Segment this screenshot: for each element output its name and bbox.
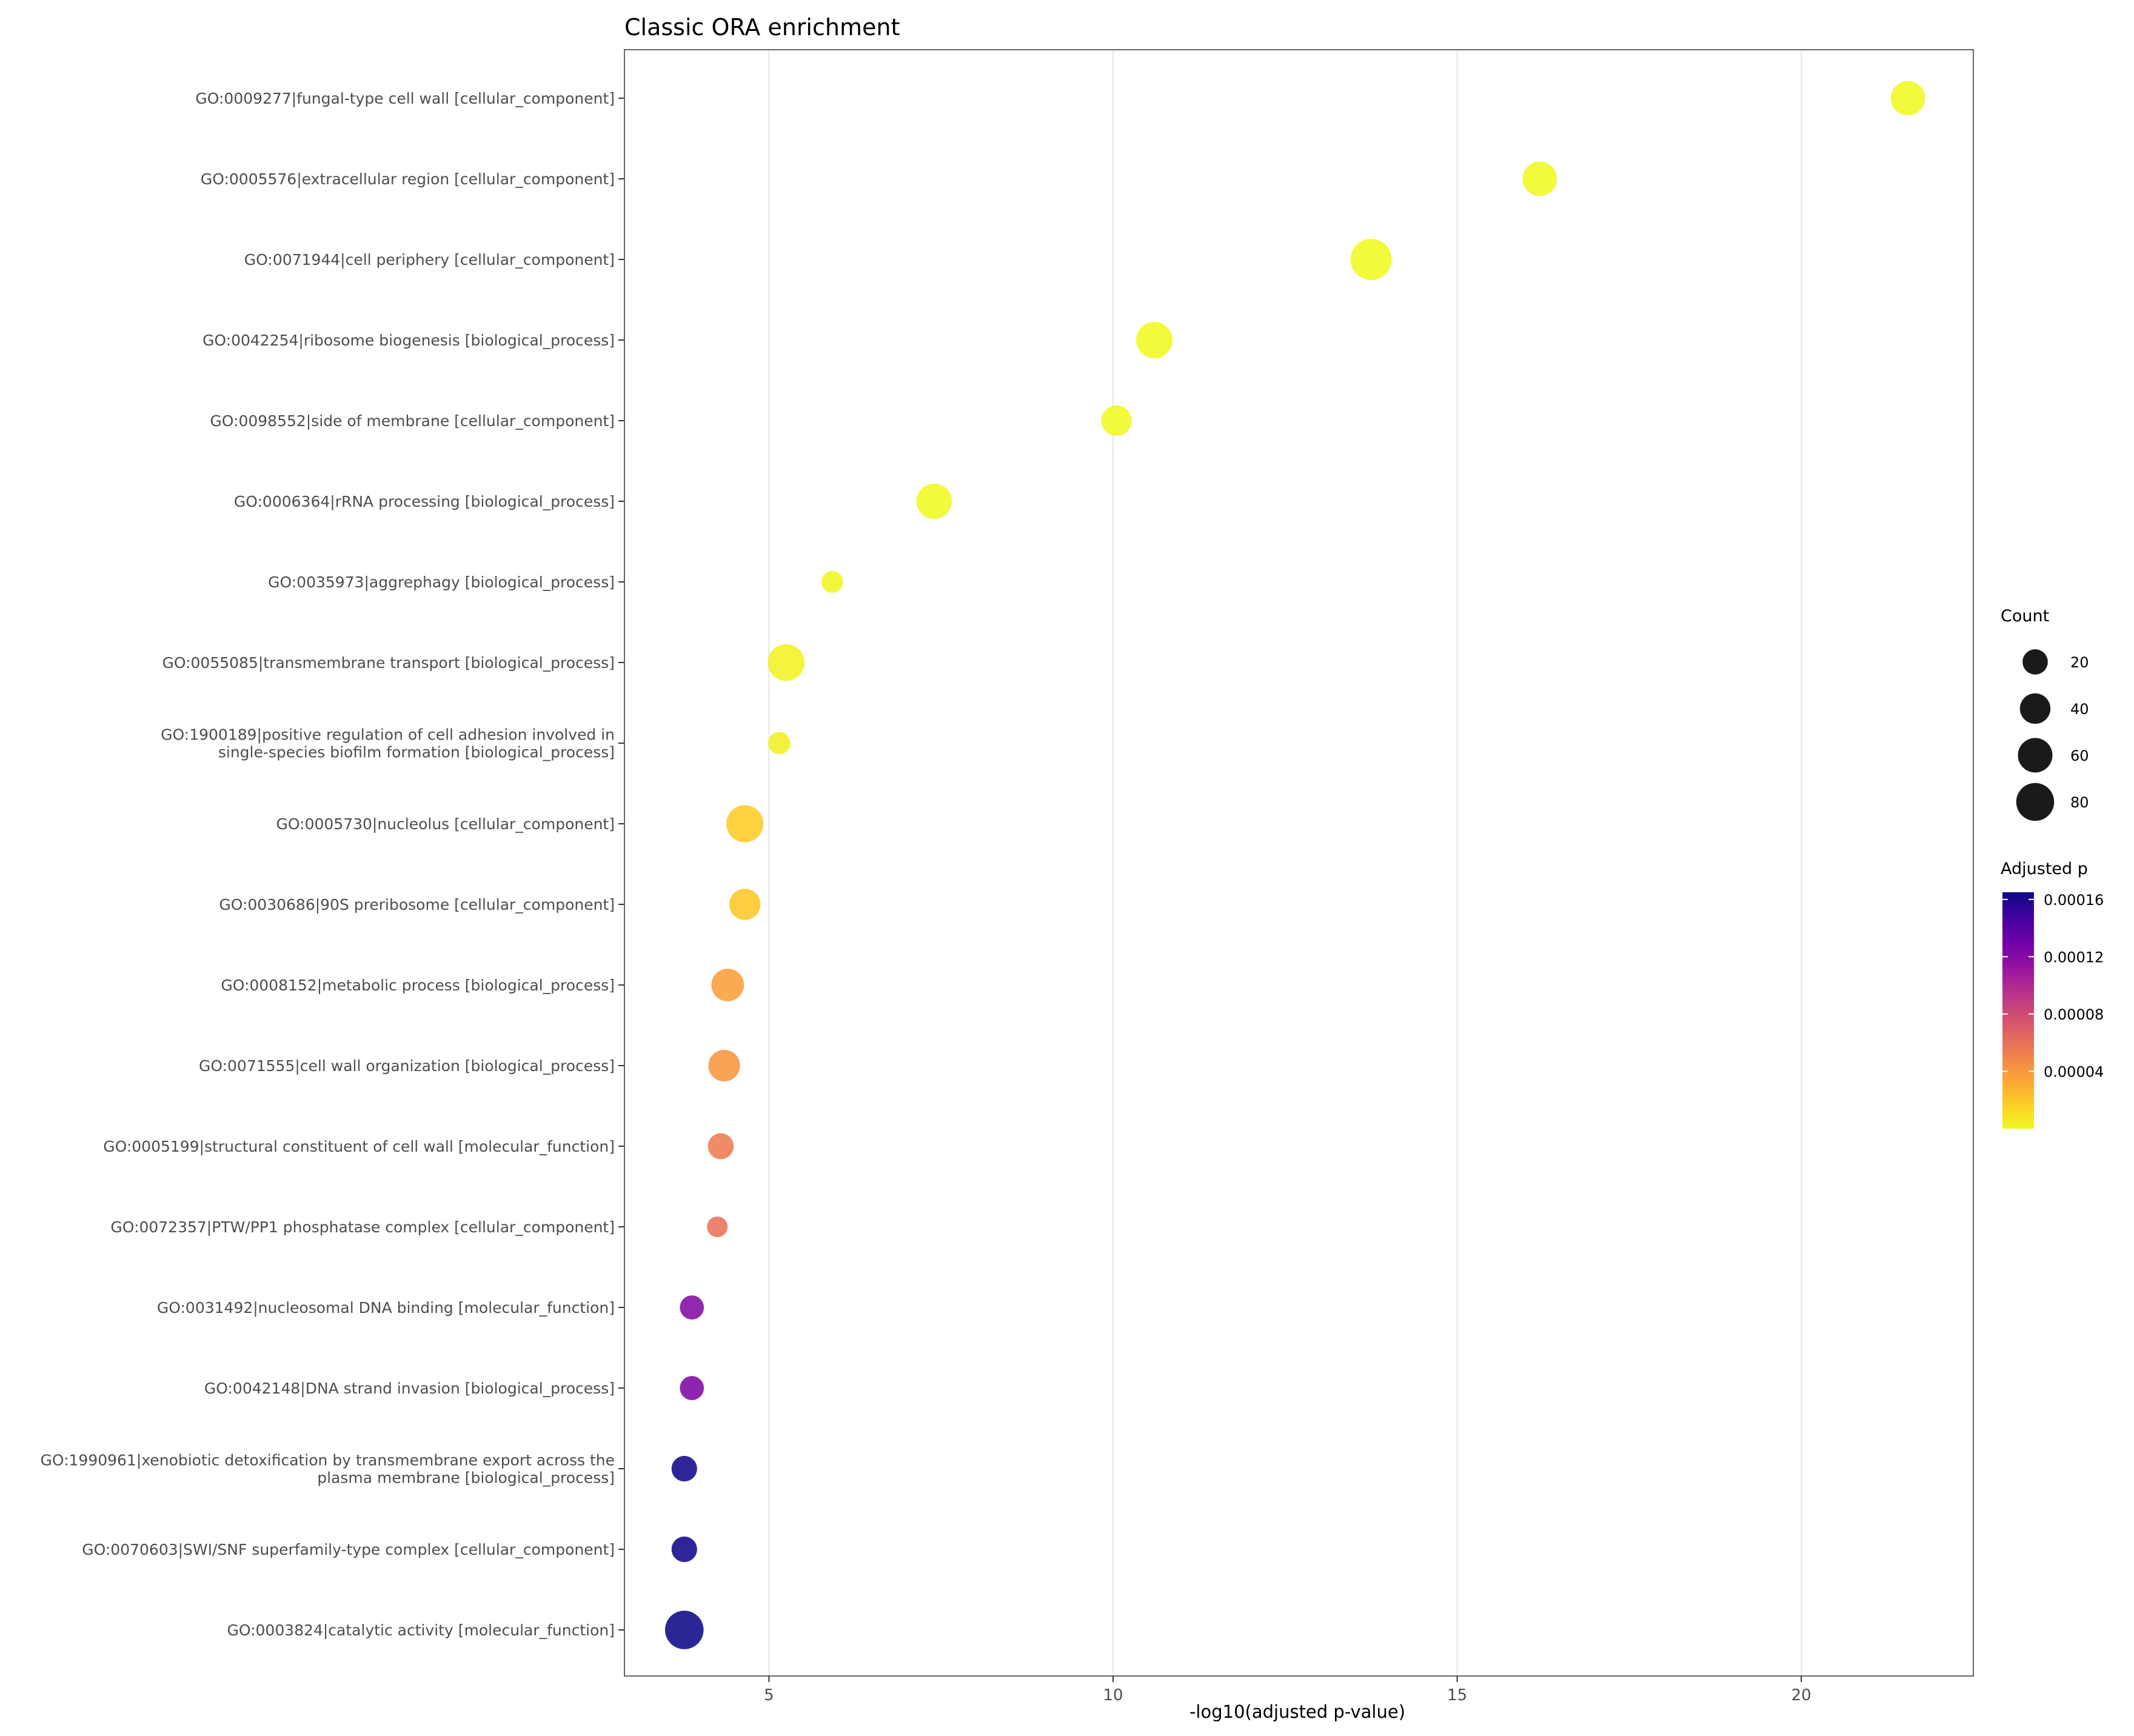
data-point [1890, 81, 1925, 116]
color-legend-bar [2002, 892, 2034, 1129]
size-legend-label: 20 [2070, 654, 2089, 671]
y-tick-label: GO:0042148|DNA strand invasion [biologic… [204, 1380, 615, 1397]
color-legend-label: 0.00012 [2044, 949, 2104, 966]
x-tick-label: 5 [764, 1686, 774, 1704]
y-tick-label: GO:0070603|SWI/SNF superfamily-type comp… [82, 1541, 615, 1558]
data-point [1136, 322, 1173, 358]
x-tick-labels: 5 10 15 20 [764, 1676, 1811, 1704]
x-axis-label: -log10(adjusted p-value) [1189, 1701, 1405, 1722]
y-tick-label: GO:1990961|xenobiotic detoxification by … [40, 1452, 615, 1469]
data-point [680, 1376, 704, 1400]
data-point [680, 1295, 704, 1320]
y-tick-label: plasma membrane [biological_process] [317, 1469, 615, 1487]
color-legend-label: 0.00004 [2044, 1063, 2104, 1080]
y-tick-label: GO:0031492|nucleosomal DNA binding [mole… [157, 1299, 615, 1317]
y-tick-label: GO:0003824|catalytic activity [molecular… [227, 1621, 615, 1639]
points-layer [664, 81, 1925, 1649]
size-legend-label: 40 [2070, 701, 2089, 718]
size-legend-label: 80 [2070, 794, 2089, 811]
data-point [708, 1049, 740, 1082]
plot-frame [624, 49, 1974, 1677]
size-legend: Count 20 40 60 80 [2001, 607, 2089, 821]
data-point [671, 1455, 697, 1482]
data-point [671, 1536, 697, 1563]
size-legend-label: 60 [2070, 747, 2089, 764]
y-tick-label: GO:0030686|90S preribosome [cellular_com… [219, 896, 615, 913]
data-point [707, 1133, 734, 1160]
y-tick-label: GO:0072357|PTW/PP1 phosphatase complex [… [110, 1218, 615, 1236]
data-point [729, 889, 761, 920]
data-point [707, 1216, 728, 1238]
x-tick-label: 10 [1103, 1686, 1123, 1704]
data-point [821, 571, 843, 593]
data-point [768, 732, 791, 755]
x-tick-label: 20 [1791, 1686, 1811, 1704]
data-point [711, 969, 744, 1001]
y-tick-labels: GO:0009277|fungal-type cell wall [cellul… [40, 90, 624, 1639]
y-tick-label: GO:0035973|aggrephagy [biological_proces… [268, 573, 615, 591]
size-legend-key [2016, 783, 2055, 821]
y-tick-label: GO:0006364|rRNA processing [biological_p… [234, 493, 615, 510]
y-tick-label: GO:0055085|transmembrane transport [biol… [162, 654, 615, 672]
size-legend-title: Count [2001, 607, 2049, 626]
data-point [1350, 239, 1392, 280]
data-point [1522, 161, 1557, 196]
size-legend-key [2022, 649, 2048, 675]
color-legend-label: 0.00016 [2044, 892, 2104, 909]
size-legend-key [2018, 738, 2053, 773]
color-legend-label: 0.00008 [2044, 1006, 2104, 1023]
y-tick-label: GO:0005199|structural constituent of cel… [103, 1138, 615, 1155]
chart-title: Classic ORA enrichment [624, 14, 900, 41]
data-point [1101, 405, 1132, 436]
y-tick-label: GO:0071944|cell periphery [cellular_comp… [244, 251, 615, 269]
y-tick-label: GO:0098552|side of membrane [cellular_co… [210, 412, 615, 430]
grid-layer [768, 50, 1802, 1676]
y-tick-label: GO:0005730|nucleolus [cellular_component… [276, 815, 615, 833]
data-point [664, 1611, 704, 1649]
y-tick-label: single-species biofilm formation [biolog… [218, 744, 615, 761]
color-legend-title: Adjusted p [2001, 860, 2088, 878]
size-legend-key [2019, 693, 2051, 724]
y-tick-label: GO:0071555|cell wall organization [biolo… [199, 1057, 615, 1075]
y-tick-label: GO:0009277|fungal-type cell wall [cellul… [195, 90, 615, 107]
data-point [726, 805, 764, 843]
y-tick-label: GO:0008152|metabolic process [biological… [221, 977, 615, 994]
y-tick-label: GO:1900189|positive regulation of cell a… [161, 726, 615, 744]
data-point [916, 483, 952, 519]
y-tick-label: GO:0005576|extracellular region [cellula… [201, 170, 615, 188]
y-tick-label: GO:0042254|ribosome biogenesis [biologic… [202, 332, 615, 349]
x-tick-label: 15 [1447, 1686, 1467, 1704]
data-point [768, 644, 805, 681]
color-legend: Adjusted p 0.00016 0.00012 0.00008 0.00004 [2001, 860, 2104, 1129]
